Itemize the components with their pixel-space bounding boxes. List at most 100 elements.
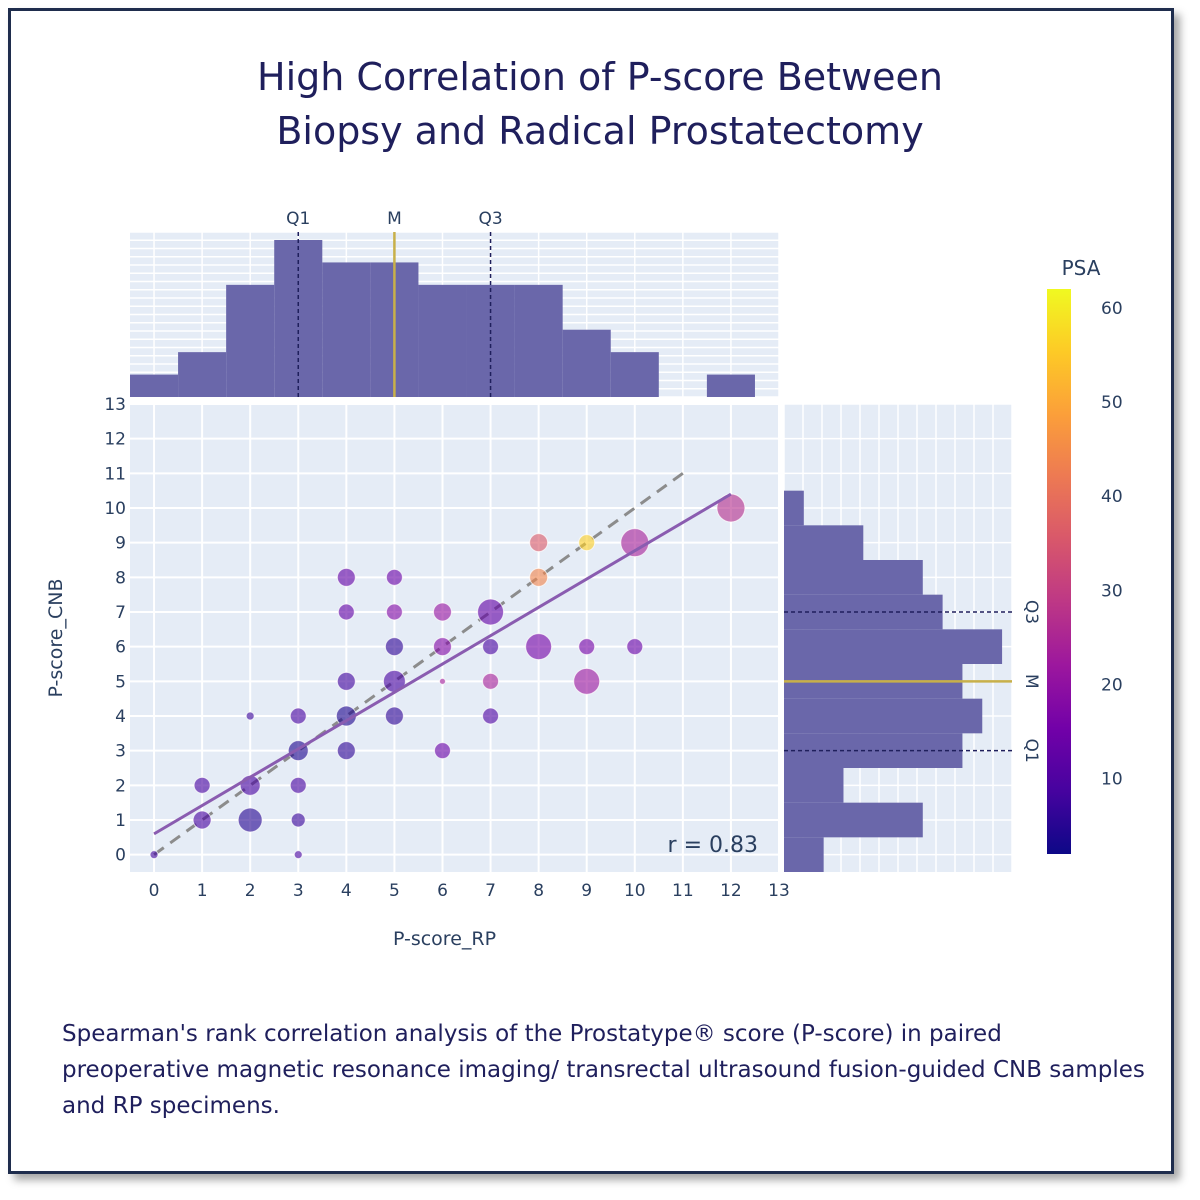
y-tick-label: 0: [115, 846, 126, 866]
top-histogram-bars: [130, 240, 755, 397]
correlation-annotation: r = 0.83: [668, 833, 758, 858]
x-tick-label: 0: [149, 881, 160, 901]
y-tick-label: 3: [115, 742, 126, 762]
y-tick-label: 12: [104, 430, 126, 450]
y-tick-label: 9: [115, 534, 126, 554]
colorbar-tick-label: 20: [1101, 676, 1123, 696]
x-tick-label: 11: [672, 881, 694, 901]
right-histogram-bar: [784, 490, 804, 526]
scatter-point: [573, 667, 601, 695]
y-tick-label: 11: [104, 464, 126, 484]
scatter-point: [438, 677, 446, 685]
scatter-point: [293, 850, 303, 860]
colorbar-tick-label: 40: [1101, 487, 1123, 507]
scatter-point: [384, 706, 404, 726]
figure-caption: Spearman's rank correlation analysis of …: [62, 1021, 1145, 1119]
regression-line: [153, 492, 732, 836]
scatter-point: [432, 637, 452, 657]
colorbar-gradient: [1047, 289, 1071, 854]
scatter-plot-area: 0 1 2 3 4 5 6 7 8 9 10 11 12 13012345678910111213P-sc…: [45, 395, 790, 950]
scatter-point: [482, 707, 500, 725]
top-histogram-bar: [130, 374, 179, 397]
scatter-point: [149, 850, 159, 860]
scatter-point: [336, 741, 356, 761]
right-histogram-bar: [784, 837, 824, 872]
right-histogram: Q1 M Q3: [783, 403, 1041, 872]
right-histogram-bar: [784, 733, 963, 768]
y-tick-label: 4: [115, 707, 126, 727]
right-marker-label: Q3: [1021, 600, 1041, 624]
scatter-point: [433, 742, 451, 760]
top-marker-label: M: [387, 209, 402, 229]
top-histogram-bar: [706, 374, 755, 397]
scatter-point: [193, 776, 211, 794]
colorbar-tick-label: 60: [1101, 299, 1123, 319]
top-histogram-bar: [418, 284, 467, 397]
right-histogram-bar: [784, 629, 1003, 664]
right-histogram-bar: [784, 525, 864, 560]
title-line-1: High Correlation of P-score Between: [257, 55, 943, 99]
title-line-2: Biopsy and Radical Prostatectomy: [276, 109, 924, 153]
top-marker-label: Q1: [286, 209, 310, 229]
y-tick-label: 8: [115, 568, 126, 588]
scatter-point: [192, 810, 212, 830]
scatter-point: [337, 603, 355, 621]
right-marker-label: Q1: [1021, 739, 1041, 763]
top-histogram-bar: [562, 329, 611, 397]
scatter-point: [477, 598, 505, 626]
scatter-point: [529, 533, 549, 553]
right-histogram-bar: [784, 802, 923, 838]
scatter-points: [149, 493, 746, 860]
top-histogram-markers: Q1 M Q3: [286, 209, 503, 397]
scatter-point: [432, 602, 452, 622]
colorbar-tick-label: 10: [1101, 770, 1123, 790]
psa-colorbar: PSA 10 20 30 40 50 60: [1047, 256, 1123, 854]
right-marker-label: M: [1021, 674, 1041, 689]
scatter-point: [245, 711, 255, 721]
scatter-point: [237, 807, 263, 833]
y-tick-label: 10: [104, 499, 126, 519]
x-tick-label: 6: [437, 881, 448, 901]
x-tick-label: 9: [581, 881, 592, 901]
y-tick-label: 7: [115, 603, 126, 623]
y-tick-label: 2: [115, 776, 126, 796]
x-tick-label: 12: [720, 881, 742, 901]
x-tick-label: 5: [389, 881, 400, 901]
right-histogram-bars: [784, 490, 1003, 872]
scatter-point: [482, 672, 500, 690]
y-tick-label: 1: [115, 811, 126, 831]
top-marker-label: Q3: [478, 209, 502, 229]
scatter-point: [716, 493, 746, 523]
top-histogram: Q1 M Q3: [130, 209, 780, 398]
x-tick-label: 3: [293, 881, 304, 901]
chart-title: High Correlation of P-score Between Biop…: [0, 50, 1200, 158]
y-axis-label: P-score_CNB: [45, 579, 67, 698]
y-tick-label: 5: [115, 672, 126, 692]
colorbar-title: PSA: [1062, 256, 1101, 280]
x-tick-label: 8: [533, 881, 544, 901]
scatter-point: [578, 534, 596, 552]
scatter-point: [578, 638, 596, 656]
y-tick-label: 13: [104, 395, 126, 415]
scatter-point: [290, 812, 306, 828]
scatter-point: [626, 638, 644, 656]
colorbar-tick-label: 30: [1101, 581, 1123, 601]
top-histogram-bar: [322, 262, 371, 397]
scatter-point: [525, 633, 553, 661]
x-tick-label: 2: [245, 881, 256, 901]
x-tick-label: 4: [341, 881, 352, 901]
scatter-point: [289, 707, 307, 725]
scatter-point: [336, 567, 356, 587]
scatter-point: [385, 568, 403, 586]
x-tick-label: 7: [485, 881, 496, 901]
right-histogram-bar: [784, 560, 923, 595]
right-histogram-bar: [784, 698, 983, 734]
top-histogram-bar: [610, 352, 659, 397]
scatter-point: [482, 638, 500, 656]
top-histogram-bar: [514, 284, 563, 397]
scatter-point: [385, 603, 403, 621]
x-tick-label: 10: [624, 881, 646, 901]
x-tick-label: 1: [197, 881, 208, 901]
